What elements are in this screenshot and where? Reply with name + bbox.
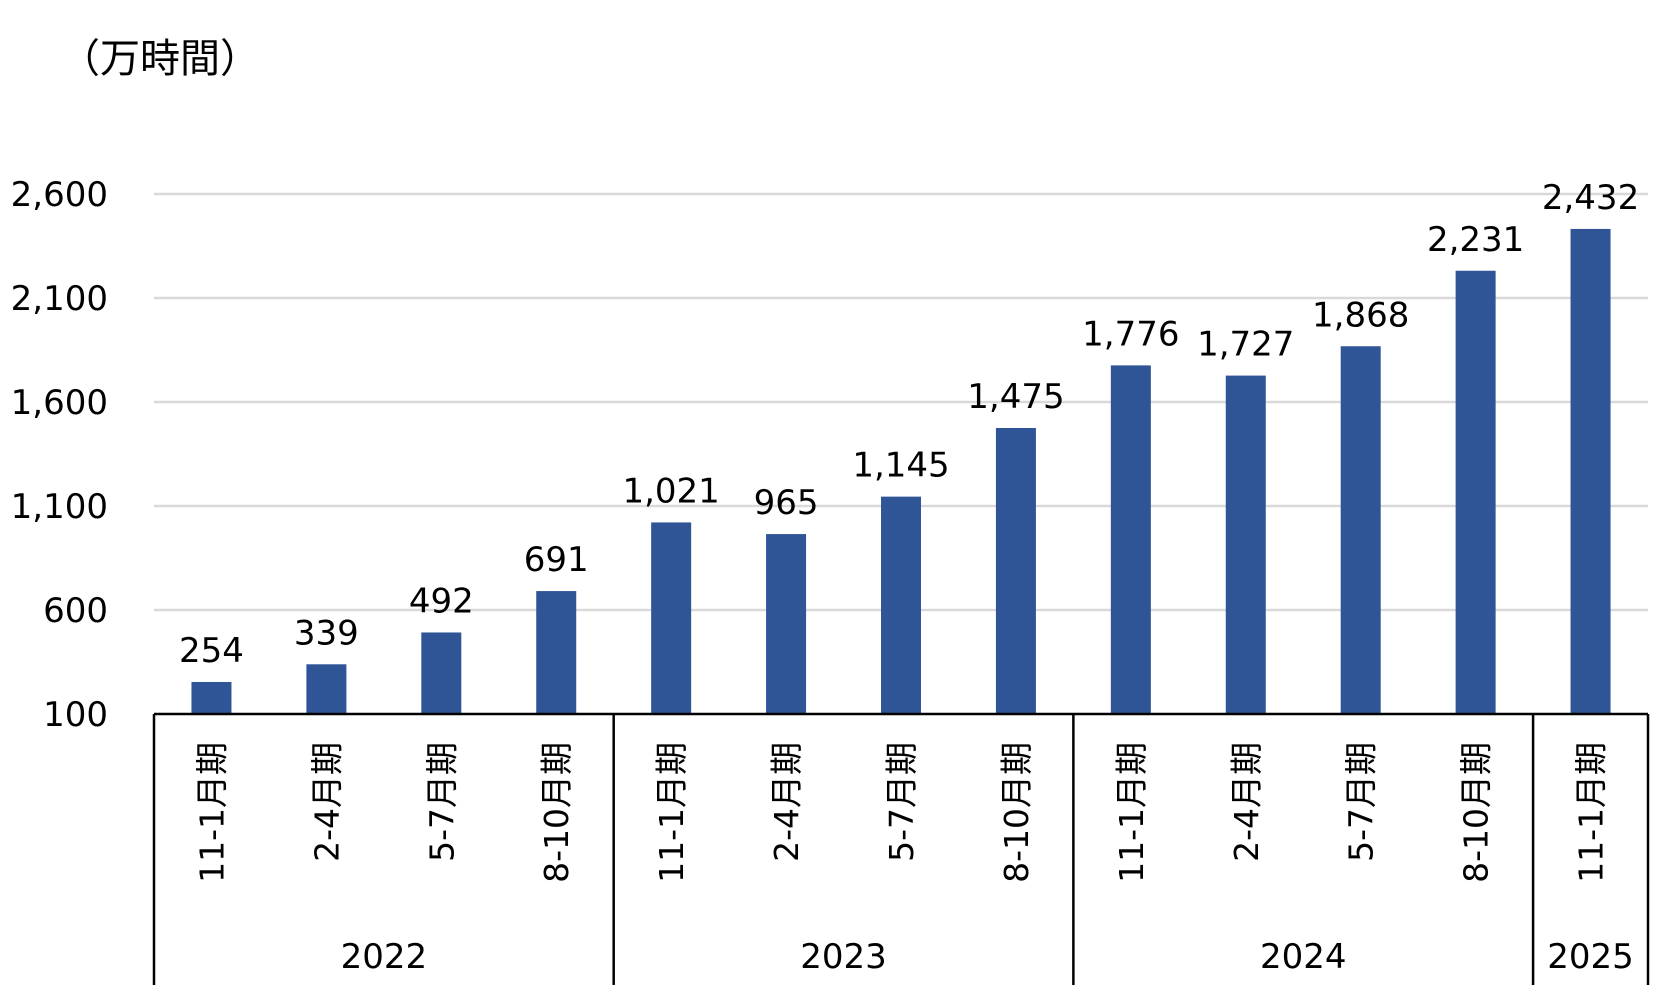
data-label: 965: [754, 483, 819, 523]
x-axis-groups: 2022 2023 2024 2025: [341, 937, 1634, 977]
category-label: 5-7月期: [882, 742, 921, 862]
bar: [881, 496, 921, 714]
y-tick-label: 2,600: [11, 175, 108, 215]
y-tick-label: 600: [43, 591, 108, 631]
bars: [191, 228, 1611, 714]
data-label: 1,021: [622, 471, 719, 511]
x-axis-categories: 11-1月期 2-4月期 5-7月期 8-10月期 11-1月期 2-4月期 5-7月期 8-…: [192, 742, 1610, 883]
category-label: 2-4月期: [1227, 742, 1266, 862]
bar: [1110, 365, 1151, 714]
bar: [995, 428, 1036, 714]
bar: [651, 522, 692, 714]
bar: [1340, 346, 1381, 714]
data-labels: 254 339 492 691 1,021 965 1,145 1,475 1,776 1,727…: [179, 178, 1639, 671]
category-label: 8-10月期: [997, 742, 1036, 883]
bar: [766, 534, 807, 714]
category-label: 11-1月期: [1572, 742, 1611, 883]
y-tick-label: 2,100: [11, 279, 108, 319]
data-label: 1,475: [967, 377, 1064, 417]
data-label: 339: [294, 613, 359, 653]
group-label: 2023: [800, 937, 887, 977]
data-label: 2,432: [1542, 178, 1639, 218]
y-tick-label: 1,600: [11, 383, 108, 423]
category-label: 2-4月期: [307, 742, 346, 862]
y-axis-ticks: 100 600 1,100 1,600 2,100 2,600: [11, 175, 108, 735]
unit-label: （万時間）: [60, 36, 260, 82]
bar: [536, 591, 577, 714]
category-label: 8-10月期: [1457, 742, 1496, 883]
data-label: 1,868: [1312, 295, 1409, 335]
data-label: 1,145: [852, 446, 949, 486]
category-label: 5-7月期: [422, 742, 461, 862]
group-label: 2022: [341, 937, 428, 977]
category-label: 8-10月期: [537, 742, 576, 883]
data-label: 1,727: [1197, 325, 1294, 365]
category-label: 11-1月期: [1112, 742, 1151, 883]
bar: [306, 664, 347, 714]
gridlines: [154, 192, 1648, 612]
x-axis: [152, 712, 1650, 985]
data-label: 254: [179, 631, 244, 671]
group-label: 2025: [1547, 937, 1634, 977]
data-label: 691: [524, 540, 589, 580]
data-label: 2,231: [1427, 220, 1524, 260]
y-tick-label: 1,100: [11, 487, 108, 527]
bar: [1455, 270, 1496, 714]
data-label: 1,776: [1082, 314, 1179, 354]
group-label: 2024: [1260, 937, 1347, 977]
bar: [421, 632, 462, 714]
category-label: 11-1月期: [652, 742, 691, 883]
category-label: 5-7月期: [1342, 742, 1381, 862]
y-tick-label: 100: [43, 695, 108, 735]
data-label: 492: [409, 581, 474, 621]
bar: [1225, 375, 1266, 714]
category-label: 2-4月期: [767, 742, 806, 862]
bar: [191, 681, 232, 714]
category-label: 11-1月期: [192, 742, 231, 883]
bar: [1570, 228, 1611, 714]
